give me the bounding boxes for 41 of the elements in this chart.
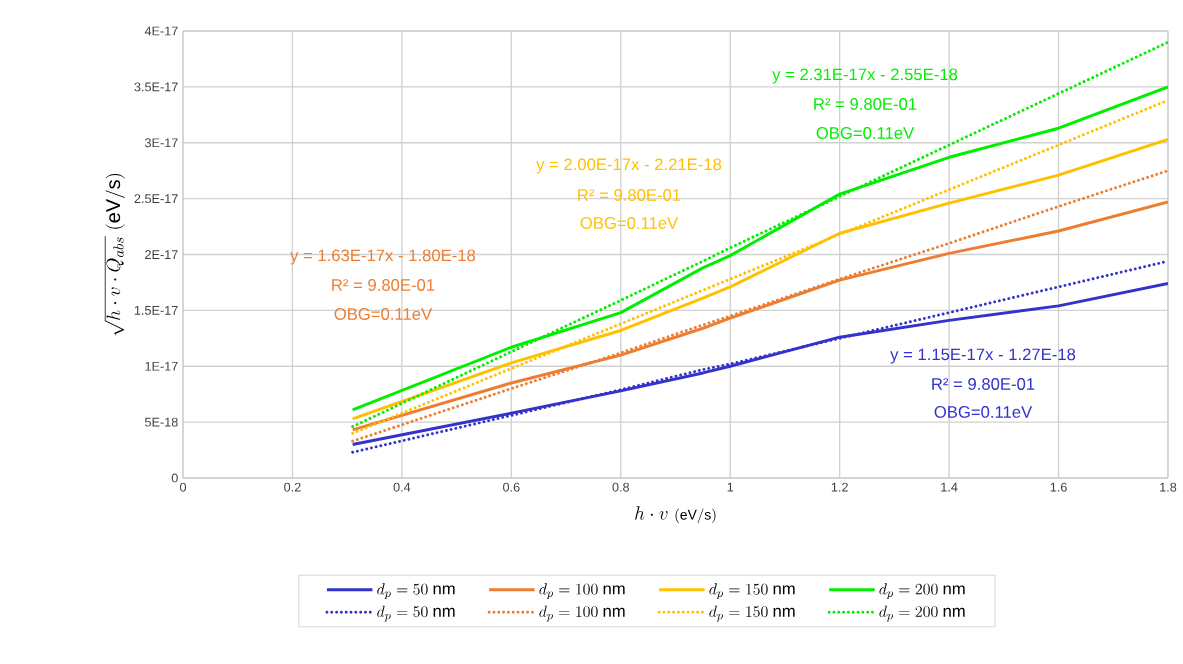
y-tick-label: 3.5E-17: [134, 82, 178, 92]
x-tick-label: 1.2: [831, 482, 848, 492]
legend-label: $d_p = 200\ \mathrm{nm}$: [879, 605, 965, 622]
y-tick-label: 2.5E-17: [134, 194, 178, 204]
x-tick-label: 0.6: [503, 482, 520, 492]
annotation: y = 1.15E-17x - 1.27E-18: [890, 348, 1076, 364]
x-tick-label: 0.8: [612, 482, 630, 492]
annotation: R² = 9.80E-01: [932, 378, 1035, 390]
x-tick-label: 1.8: [1160, 482, 1177, 492]
annotation: OBG=0.11eV: [934, 406, 1033, 418]
annotation: y = 2.00E-17x - 2.21E-18: [536, 158, 722, 174]
x-tick-label: 0.4: [393, 482, 411, 492]
x-tick-label: 0: [179, 482, 187, 492]
y-axis-title: $\sqrt{h\cdot v\cdot Q_{abs}}\ (\mathrm{eV/s})$: [104, 174, 125, 336]
x-axis-title: $h\cdot v\ {\scriptstyle (\mathrm{eV/s})}$: [635, 506, 716, 524]
x-tick-label: 1.4: [941, 482, 958, 492]
annotation: OBG=0.11eV: [816, 127, 915, 139]
annotation: OBG=0.11eV: [580, 217, 679, 229]
legend-label: $d_p = 200\ \mathrm{nm}$: [879, 583, 965, 600]
legend-label: $d_p = 150\ \mathrm{nm}$: [709, 583, 795, 600]
y-tick-label: 0: [171, 473, 178, 483]
y-tick-label: 4E-17: [144, 26, 178, 36]
legend-label: $d_p = 50\ \mathrm{nm}$: [377, 583, 455, 600]
legend-label: $d_p = 50\ \mathrm{nm}$: [377, 605, 455, 622]
y-tick-label: 1.5E-17: [134, 305, 178, 315]
x-tick-label: 0.2: [284, 482, 301, 492]
legend-label: $d_p = 100\ \mathrm{nm}$: [539, 605, 625, 622]
annotation: R² = 9.80E-01: [814, 98, 917, 110]
annotation: OBG=0.11eV: [334, 308, 433, 320]
annotation: y = 1.63E-17x - 1.80E-18: [290, 249, 476, 265]
legend-label: $d_p = 150\ \mathrm{nm}$: [709, 605, 795, 622]
x-tick-label: 1: [727, 482, 734, 492]
y-tick-label: 1E-17: [145, 361, 178, 371]
y-tick-label: 2E-17: [145, 250, 178, 259]
annotation: R² = 9.80E-01: [578, 189, 681, 201]
y-tick-label: 3E-17: [144, 138, 178, 148]
y-tick-label: 5E-18: [145, 417, 178, 427]
legend-label: $d_p = 100\ \mathrm{nm}$: [539, 583, 625, 600]
annotation: y = 2.31E-17x - 2.55E-18: [772, 68, 958, 84]
annotation: R² = 9.80E-01: [332, 279, 435, 291]
x-tick-label: 1.6: [1050, 482, 1067, 492]
